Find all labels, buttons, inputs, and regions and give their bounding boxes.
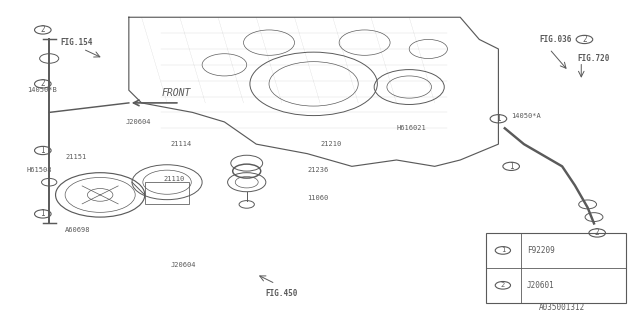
Text: A60698: A60698: [65, 227, 91, 233]
Text: 21236: 21236: [307, 166, 328, 172]
Text: 21110: 21110: [164, 176, 185, 182]
Bar: [145, 182, 189, 204]
Text: F92209: F92209: [527, 246, 555, 255]
Text: 1: 1: [40, 146, 45, 155]
Text: J20604: J20604: [125, 119, 151, 125]
Text: 1: 1: [40, 209, 45, 219]
Text: 1: 1: [509, 162, 513, 171]
Text: FIG.154: FIG.154: [60, 38, 93, 47]
Text: 21114: 21114: [170, 141, 191, 147]
Text: FIG.036: FIG.036: [540, 35, 572, 44]
Text: 21151: 21151: [65, 154, 86, 160]
Text: H61508: H61508: [27, 166, 52, 172]
Text: 11060: 11060: [307, 195, 328, 201]
Text: FIG.720: FIG.720: [578, 54, 610, 63]
Text: 1: 1: [500, 247, 505, 253]
Text: FIG.450: FIG.450: [266, 289, 298, 298]
Text: 14050*A: 14050*A: [511, 113, 541, 119]
Text: H616021: H616021: [396, 125, 426, 131]
Text: 2: 2: [582, 35, 587, 44]
Text: 2: 2: [40, 25, 45, 35]
Text: 21210: 21210: [320, 141, 341, 147]
Bar: [486, 233, 626, 303]
Text: 2: 2: [40, 79, 45, 88]
Text: J20601: J20601: [527, 281, 555, 290]
Text: 2: 2: [500, 282, 505, 288]
Text: 14050*B: 14050*B: [27, 87, 56, 93]
Text: A035001312: A035001312: [539, 303, 585, 312]
Text: 1: 1: [496, 114, 500, 123]
Text: 2: 2: [595, 228, 600, 237]
Text: FRONT: FRONT: [162, 88, 191, 98]
Text: J20604: J20604: [170, 262, 196, 268]
